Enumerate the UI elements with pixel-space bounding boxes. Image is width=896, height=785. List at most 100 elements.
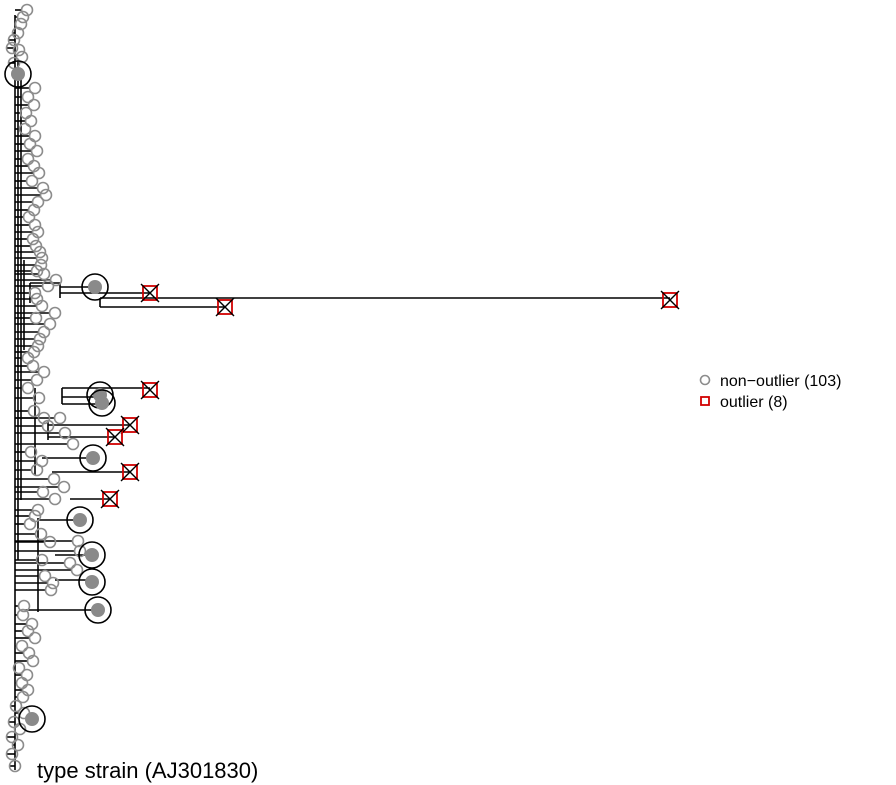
non-outlier-tip (73, 544, 87, 558)
non-outlier-tip (9, 699, 23, 713)
non-outlier-tip (41, 419, 55, 433)
outlier-cross (120, 415, 140, 435)
non-outlier-tip (17, 599, 31, 613)
outlier-marker (102, 491, 118, 507)
highlight-dot (25, 712, 39, 726)
non-outlier-tip (15, 676, 29, 690)
non-outlier-tip (30, 264, 44, 278)
non-outlier-tip (43, 535, 57, 549)
highlight-ring (78, 541, 106, 569)
non-outlier-tip (30, 463, 44, 477)
non-outlier-tip (44, 583, 58, 597)
non-outlier-tip (43, 317, 57, 331)
outlier-marker (122, 417, 138, 433)
non-outlier-tip (28, 286, 42, 300)
highlight-dot (85, 575, 99, 589)
non-outlier-tip (23, 137, 37, 151)
non-outlier-tip (5, 41, 19, 55)
non-outlier-tip (5, 730, 19, 744)
non-outlier-tip (48, 492, 62, 506)
non-outlier-tip (26, 654, 40, 668)
non-outlier-tip (19, 106, 33, 120)
highlight-ring (18, 705, 46, 733)
outlier-cross (120, 462, 140, 482)
highlight-ring (88, 389, 116, 417)
non-outlier-tip (29, 311, 43, 325)
non-outlier-tip (33, 245, 47, 259)
non-outlier-tip (16, 608, 30, 622)
non-outlier-tip (32, 391, 46, 405)
type-strain-label: type strain (AJ301830) (37, 758, 258, 783)
highlight-ring (79, 444, 107, 472)
non-outlier-tip (21, 381, 35, 395)
non-outlier-tip (18, 122, 32, 136)
non-outlier-tip (66, 437, 80, 451)
legend-outlier-label: outlier (8) (720, 394, 788, 411)
highlight-ring (66, 506, 94, 534)
highlight-dot (73, 513, 87, 527)
non-outlier-tip (41, 279, 55, 293)
outlier-cross (660, 290, 680, 310)
non-outlier-tip (70, 563, 84, 577)
non-outlier-tip (36, 181, 50, 195)
non-outlier-tip (26, 232, 40, 246)
non-outlier-tip (37, 325, 51, 339)
non-outlier-tip (47, 472, 61, 486)
highlight-ring (78, 568, 106, 596)
non-outlier-tip (16, 690, 30, 704)
highlight-dot (85, 548, 99, 562)
non-outlier-tip (28, 81, 42, 95)
non-outlier-tip (11, 738, 25, 752)
non-outlier-tip (36, 485, 50, 499)
non-outlier-tip (46, 576, 60, 590)
highlighted-tips (4, 60, 116, 733)
non-outlier-tip (12, 661, 26, 675)
outlier-marker (107, 429, 123, 445)
non-outlier-tip (26, 359, 40, 373)
non-outlier-tip (32, 166, 46, 180)
non-outlier-tip (16, 10, 30, 24)
non-outlier-tip (25, 174, 39, 188)
legend-non-outlier-label: non−outlier (103) (720, 373, 841, 390)
outlier-cross (140, 380, 160, 400)
tree-branches (7, 9, 670, 770)
non-outlier-tip (23, 517, 37, 531)
non-outlier-tip (28, 129, 42, 143)
non-outlier-tip (35, 299, 49, 313)
legend-outlier-symbol (700, 396, 710, 406)
non-outlier-tip (39, 188, 53, 202)
non-outlier-tip (30, 144, 44, 158)
outlier-cross (140, 283, 160, 303)
outlier-marker (142, 285, 158, 301)
highlight-dot (91, 603, 105, 617)
non-outlier-tip (63, 556, 77, 570)
non-outlier-tip (5, 747, 19, 761)
non-outlier-tip (35, 251, 49, 265)
highlight-dot (11, 67, 25, 81)
legend: non−outlier (103) outlier (8) (699, 373, 841, 411)
non-outlier-tip (25, 617, 39, 631)
non-outlier-tip (58, 426, 72, 440)
non-outlier-tip (71, 534, 85, 548)
non-outlier-tip (49, 273, 63, 287)
non-outlier-tip (21, 152, 35, 166)
tree-tips (5, 3, 87, 773)
outlier-marker (217, 299, 233, 315)
outlier-marker (142, 382, 158, 398)
non-outlier-tip (15, 639, 29, 653)
outlier-cross (215, 297, 235, 317)
highlight-dot (95, 396, 109, 410)
non-outlier-tip (31, 503, 45, 517)
outlier-cross (105, 427, 125, 447)
non-outlier-tip (21, 624, 35, 638)
non-outlier-tip (21, 351, 35, 365)
highlight-dot (88, 280, 102, 294)
non-outlier-tip (27, 404, 41, 418)
non-outlier-tip (57, 480, 71, 494)
non-outlier-tip (11, 26, 25, 40)
non-outlier-tip (7, 33, 21, 47)
non-outlier-tip (30, 373, 44, 387)
non-outlier-tip (38, 569, 52, 583)
non-outlier-tip (34, 527, 48, 541)
